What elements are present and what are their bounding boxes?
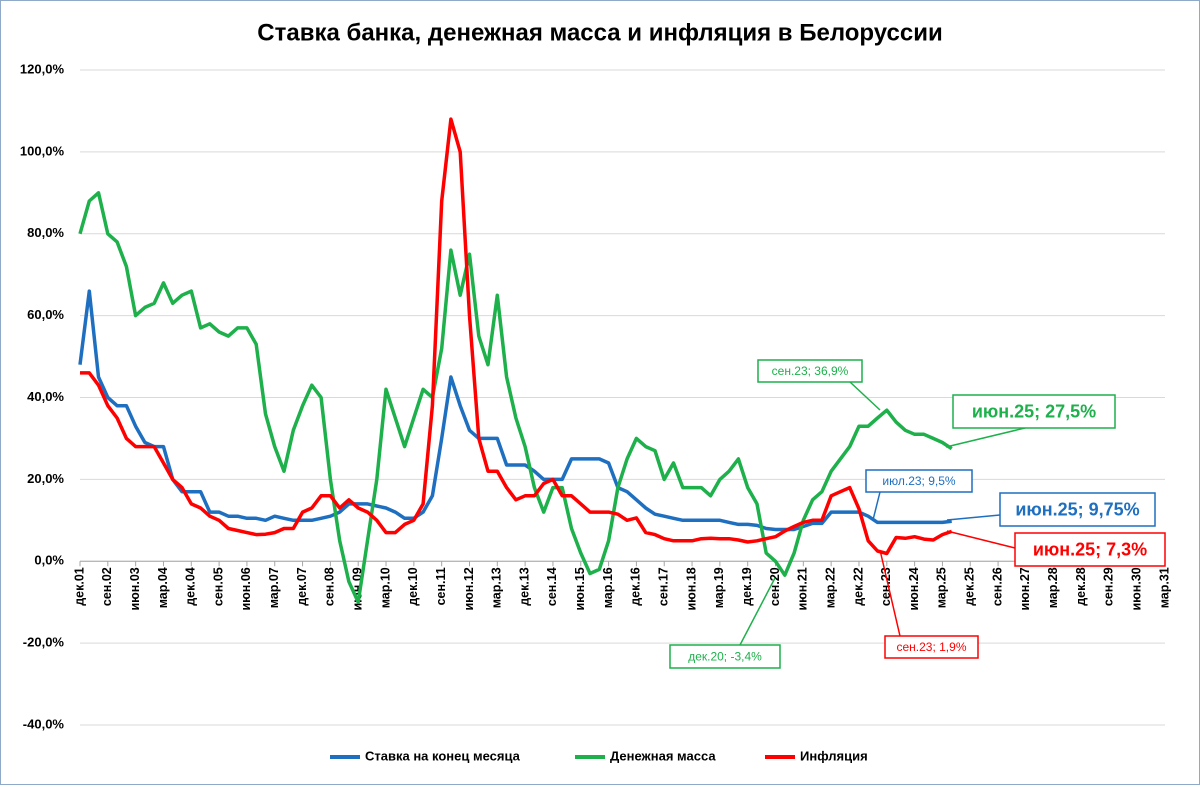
x-tick-label: дек.07: [295, 567, 309, 606]
series-line: [78, 191, 953, 604]
annotation-text: июл.23; 9,5%: [882, 474, 955, 488]
y-tick-label: 60,0%: [27, 307, 64, 322]
x-tick-label: сен.26: [990, 567, 1004, 606]
annotation-leader: [872, 491, 881, 521]
annotation-leader: [739, 577, 776, 646]
x-tick-label: сен.05: [211, 567, 225, 606]
legend-label: Инфляция: [800, 748, 868, 763]
annotation-text: сен.23; 36,9%: [772, 364, 849, 378]
x-tick-label: сен.29: [1102, 567, 1116, 606]
x-tick-label: дек.13: [517, 567, 531, 606]
legend-label: Денежная масса: [610, 748, 716, 763]
y-tick-label: -40,0%: [23, 716, 65, 731]
x-tick-label: сен.20: [768, 567, 782, 606]
x-tick-label: мар.25: [935, 567, 949, 608]
x-tick-label: июн.15: [573, 567, 587, 610]
x-tick-label: дек.04: [184, 567, 198, 606]
x-tick-label: дек.22: [851, 567, 865, 606]
annotation-box: [865, 469, 973, 493]
x-tick-label: мар.04: [156, 567, 170, 608]
y-tick-label: 120,0%: [20, 61, 65, 76]
x-tick-label: дек.25: [963, 567, 977, 606]
annotation-text: июн.25; 27,5%: [972, 401, 1096, 421]
x-tick-label: сен.23: [879, 567, 893, 606]
x-tick-label: сен.11: [434, 567, 448, 605]
x-tick-label: мар.28: [1046, 567, 1060, 608]
annotation-text: дек.20; -3,4%: [688, 650, 762, 664]
series-line: [80, 117, 953, 556]
x-tick-label: сен.08: [323, 567, 337, 606]
annotation-box: [669, 644, 781, 669]
y-tick-label: 20,0%: [27, 471, 64, 486]
x-tick-label: дек.28: [1074, 567, 1088, 606]
annotation-box: [952, 394, 1116, 429]
annotation-text: июн.25; 7,3%: [1033, 539, 1147, 559]
x-tick-label: июн.27: [1018, 567, 1032, 610]
annotation-box: [1014, 532, 1166, 567]
x-tick-label: мар.07: [267, 567, 281, 608]
x-tick-label: июн.06: [239, 567, 253, 610]
x-tick-label: июн.12: [462, 567, 476, 610]
x-tick-label: дек.19: [740, 567, 754, 606]
annotation-leader: [879, 549, 901, 637]
x-tick-label: июн.03: [128, 567, 142, 610]
chart-title: Ставка банка, денежная масса и инфляция …: [257, 19, 942, 46]
x-tick-label: мар.22: [823, 567, 837, 608]
annotation-text: сен.23; 1,9%: [896, 640, 966, 654]
x-tick-label: дек.16: [629, 567, 643, 606]
y-tick-label: 40,0%: [27, 389, 64, 404]
annotation-leader: [946, 514, 1001, 521]
x-tick-label: мар.19: [712, 567, 726, 608]
x-tick-label: сен.14: [545, 567, 559, 606]
x-tick-label: мар.10: [378, 567, 392, 608]
x-tick-label: мар.16: [601, 567, 615, 608]
annotation-text: июн.25; 9,75%: [1015, 499, 1139, 519]
x-tick-label: июн.21: [796, 567, 810, 610]
annotation-box: [999, 492, 1156, 527]
annotation-leader: [946, 530, 1016, 549]
legend-label: Ставка на конец месяца: [365, 748, 521, 763]
x-tick-label: июн.24: [907, 567, 921, 610]
annotation-box: [757, 359, 863, 383]
series-line: [78, 289, 952, 532]
y-tick-label: 100,0%: [20, 143, 65, 158]
x-tick-label: мар.13: [490, 567, 504, 608]
x-tick-label: сен.02: [100, 567, 114, 606]
y-tick-label: 0,0%: [34, 553, 64, 568]
annotation-leader: [945, 427, 1026, 448]
annotation-leader: [849, 381, 881, 411]
x-tick-label: мар.31: [1157, 567, 1171, 608]
y-tick-label: -20,0%: [23, 635, 65, 650]
x-tick-label: дек.01: [72, 567, 86, 606]
x-tick-label: сен.17: [657, 567, 671, 606]
annotation-box: [884, 635, 979, 659]
x-tick-label: дек.10: [406, 567, 420, 606]
y-tick-label: 80,0%: [27, 225, 64, 240]
x-tick-label: июн.18: [684, 567, 698, 610]
x-tick-label: июн.30: [1129, 567, 1143, 610]
